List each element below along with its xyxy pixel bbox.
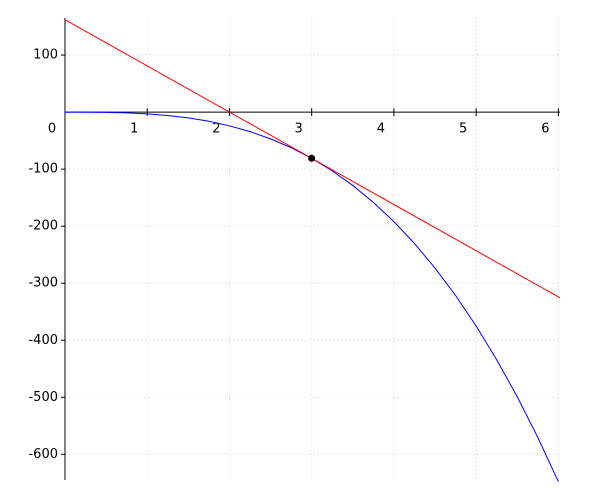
x-tick-label: 1	[130, 122, 138, 137]
y-tick-label: -300	[28, 276, 58, 291]
x-tick-label: 2	[212, 122, 220, 137]
y-tick-label: 100	[33, 48, 58, 63]
y-tick-label: -200	[28, 219, 58, 234]
x-tick-label: 5	[459, 122, 467, 137]
x-tick-label: 3	[295, 122, 303, 137]
y-tick-label: -100	[28, 162, 58, 177]
x-tick-label: 6	[541, 122, 549, 137]
y-tick-label: -400	[28, 333, 58, 348]
y-tick-label: -600	[28, 447, 58, 462]
x-tick-label: 4	[377, 122, 385, 137]
x-tick-label: 0	[48, 122, 56, 137]
point	[308, 154, 316, 162]
y-tick-label: -500	[28, 390, 58, 405]
